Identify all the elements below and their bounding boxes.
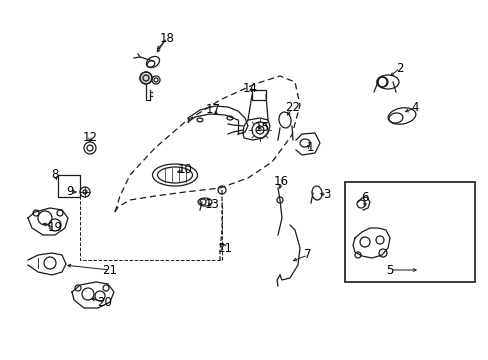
Text: 10: 10 [177, 163, 192, 176]
Text: 16: 16 [273, 175, 288, 189]
Text: 18: 18 [159, 31, 174, 45]
Text: 17: 17 [205, 104, 220, 117]
Text: 19: 19 [47, 221, 62, 234]
Text: 20: 20 [98, 296, 112, 309]
Text: 6: 6 [361, 192, 368, 204]
Text: 7: 7 [304, 248, 311, 261]
Text: 9: 9 [66, 185, 74, 198]
Text: 13: 13 [204, 198, 219, 211]
Text: 11: 11 [217, 242, 232, 255]
Text: 1: 1 [305, 141, 313, 154]
Bar [345, 182, 474, 282]
Bar [58, 175, 80, 197]
Text: 4: 4 [410, 102, 418, 114]
Text: 14: 14 [242, 81, 257, 94]
Text: 21: 21 [102, 264, 117, 276]
Text: 2: 2 [395, 62, 403, 75]
Text: 5: 5 [386, 264, 393, 276]
Text: 12: 12 [82, 131, 97, 144]
Bar [251, 90, 265, 100]
Text: 15: 15 [254, 121, 269, 135]
Text: 3: 3 [323, 189, 330, 202]
Text: 22: 22 [285, 102, 300, 114]
Text: 8: 8 [51, 168, 59, 181]
Circle shape [140, 72, 152, 84]
